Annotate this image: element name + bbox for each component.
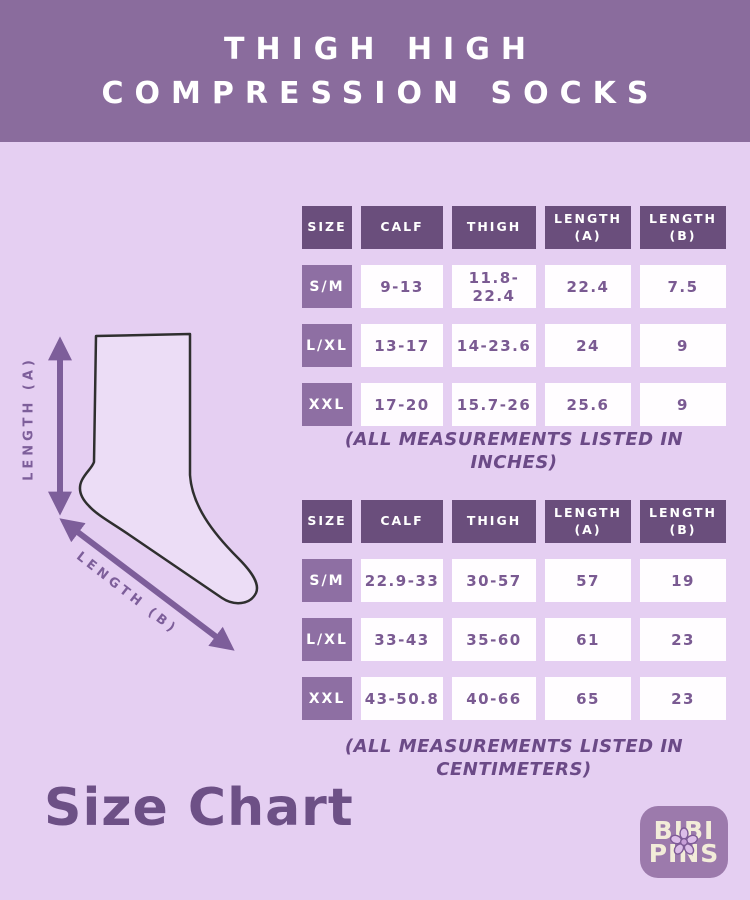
size-table-centimeters: SIZE CALF THIGH LENGTH (A) LENGTH (B) S/… (302, 500, 726, 720)
header-cell-length-a: LENGTH (A) (545, 500, 631, 543)
header-cell-size: SIZE (302, 206, 352, 249)
size-table-inches: SIZE CALF THIGH LENGTH (A) LENGTH (B) S/… (302, 206, 726, 426)
header-cell-thigh: THIGH (452, 500, 536, 543)
value-cell: 61 (545, 618, 631, 661)
sakura-flower-icon (669, 827, 699, 855)
value-cell: 24 (545, 324, 631, 367)
value-cell: 11.8-22.4 (452, 265, 536, 308)
value-cell: 13-17 (361, 324, 443, 367)
sock-diagram (48, 332, 259, 651)
size-label-cell: L/XL (302, 324, 352, 367)
value-cell: 43-50.8 (361, 677, 443, 720)
banner: THIGH HIGH COMPRESSION SOCKS (0, 0, 750, 142)
banner-title-line2: COMPRESSION SOCKS (101, 75, 660, 111)
value-cell: 9 (640, 324, 726, 367)
value-cell: 33-43 (361, 618, 443, 661)
measurement-note-centimeters: (ALL MEASUREMENTS LISTED IN CENTIMETERS) (344, 736, 684, 780)
value-cell: 57 (545, 559, 631, 602)
banner-title-line1: THIGH HIGH (224, 31, 537, 67)
length-b-arrow (59, 518, 235, 651)
value-cell: 14-23.6 (452, 324, 536, 367)
page-title: Size Chart (44, 778, 354, 838)
size-label-cell: S/M (302, 265, 352, 308)
header-cell-calf: CALF (361, 206, 443, 249)
header-cell-length-a: LENGTH (A) (545, 206, 631, 249)
header-cell-length-b: LENGTH (B) (640, 500, 726, 543)
value-cell: 22.9-33 (361, 559, 443, 602)
value-cell: 19 (640, 559, 726, 602)
value-cell: 30-57 (452, 559, 536, 602)
value-cell: 65 (545, 677, 631, 720)
size-label-cell: S/M (302, 559, 352, 602)
value-cell: 40-66 (452, 677, 536, 720)
header-cell-thigh: THIGH (452, 206, 536, 249)
size-label-cell: L/XL (302, 618, 352, 661)
size-label-cell: XXL (302, 383, 352, 426)
value-cell: 7.5 (640, 265, 726, 308)
measurement-note-inches: (ALL MEASUREMENTS LISTED IN INCHES) (344, 429, 684, 473)
header-cell-size: SIZE (302, 500, 352, 543)
size-label-cell: XXL (302, 677, 352, 720)
value-cell: 15.7-26 (452, 383, 536, 426)
header-cell-calf: CALF (361, 500, 443, 543)
value-cell: 17-20 (361, 383, 443, 426)
length-a-label: LENGTH (A) (21, 356, 37, 481)
value-cell: 35-60 (452, 618, 536, 661)
value-cell: 9 (640, 383, 726, 426)
sock-outline (78, 332, 259, 605)
value-cell: 23 (640, 618, 726, 661)
bibi-pins-logo: BIBI PINS (640, 806, 728, 878)
value-cell: 9-13 (361, 265, 443, 308)
value-cell: 25.6 (545, 383, 631, 426)
value-cell: 22.4 (545, 265, 631, 308)
value-cell: 23 (640, 677, 726, 720)
header-cell-length-b: LENGTH (B) (640, 206, 726, 249)
